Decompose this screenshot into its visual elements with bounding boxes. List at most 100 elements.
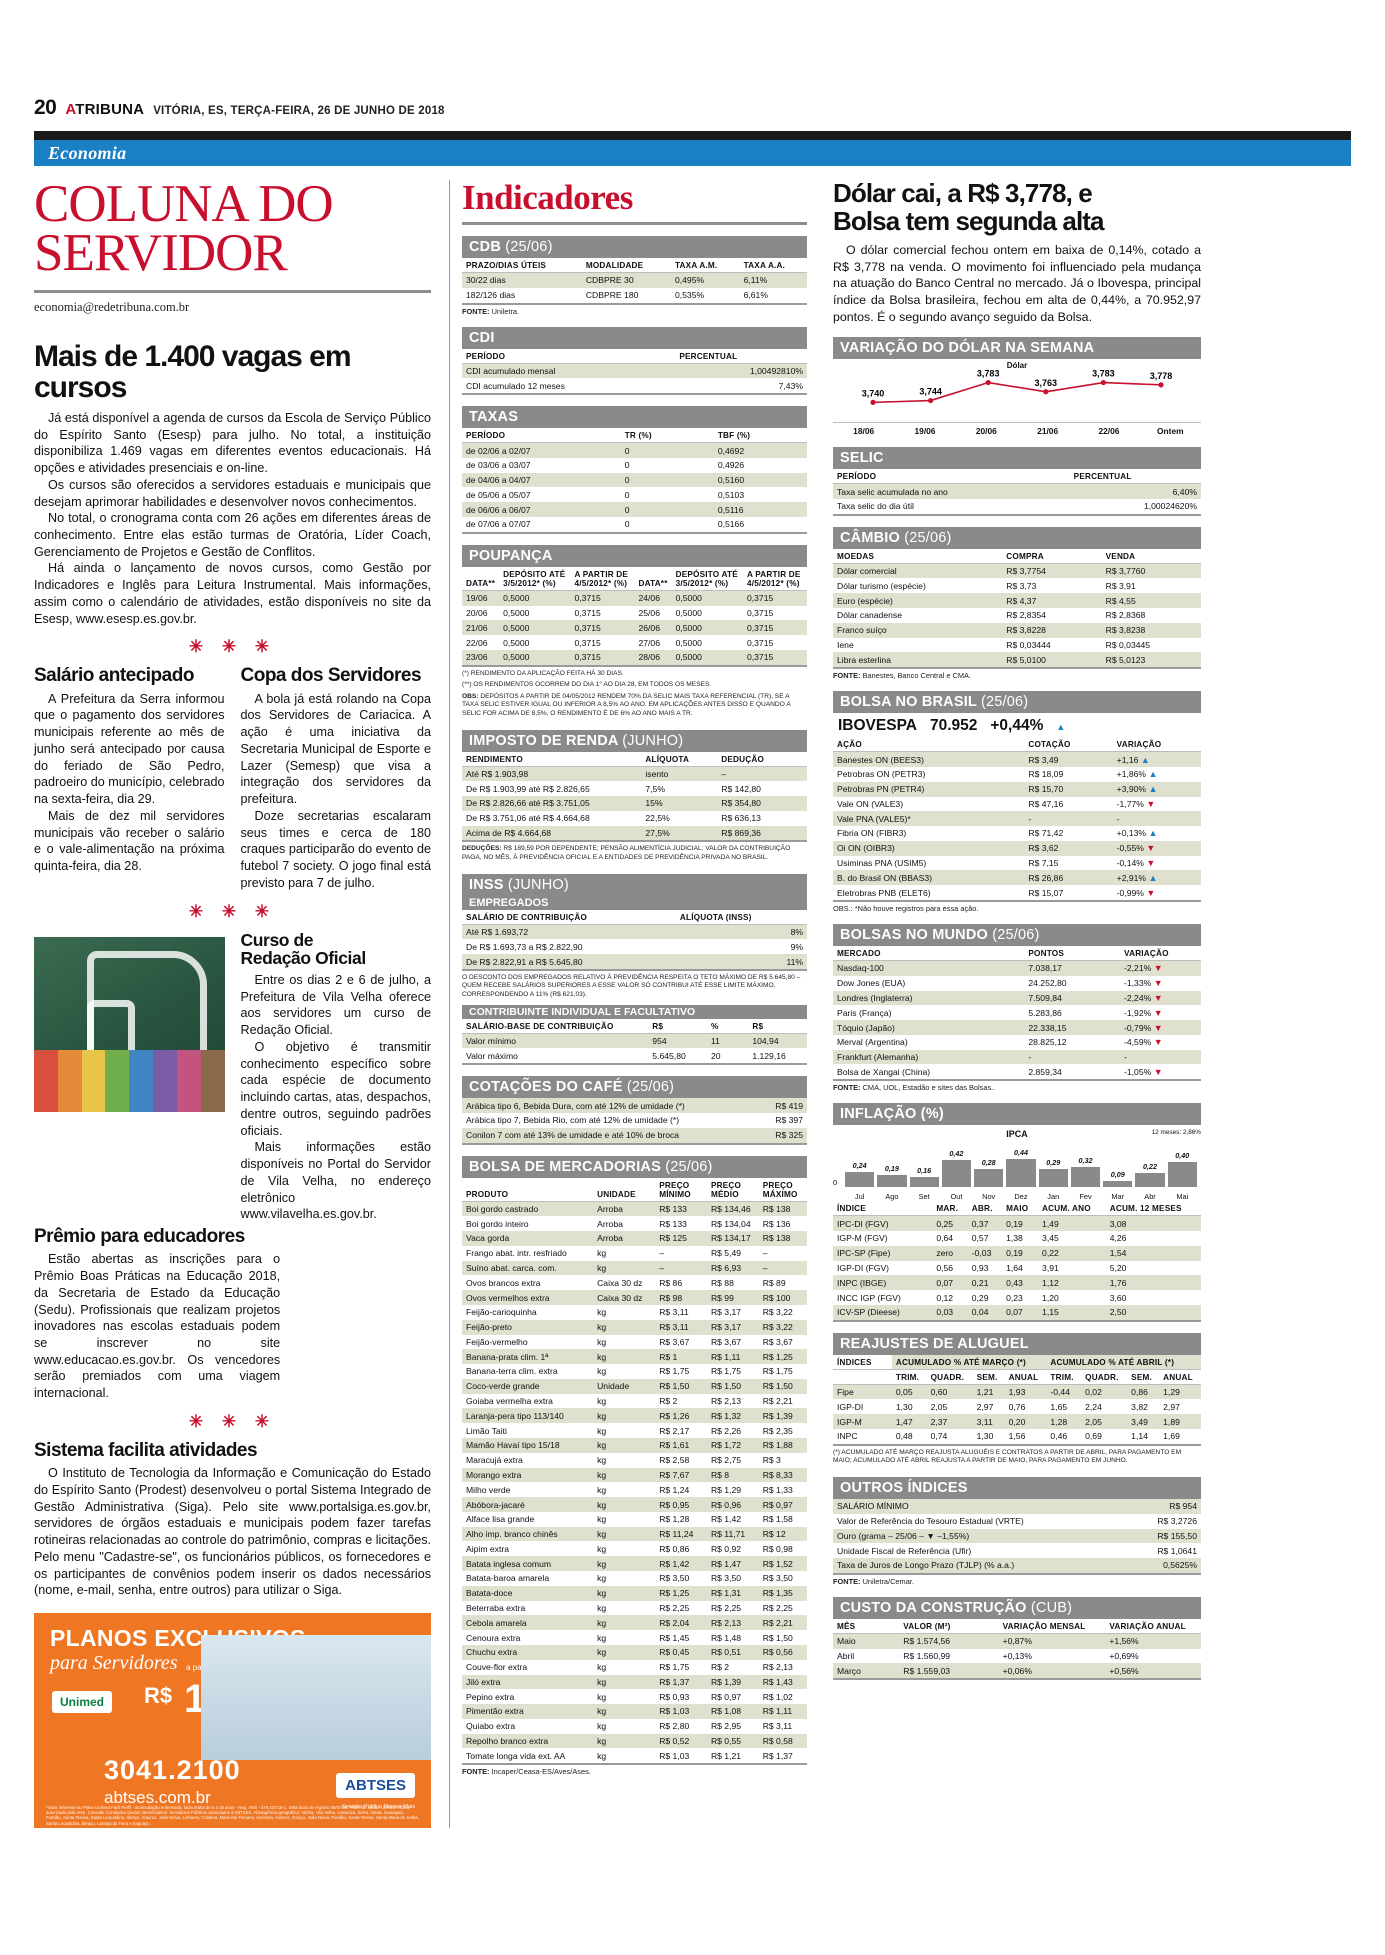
- table-row: IPC-SP (Fipe) zero -0,03 0,19 0,22 1,54: [833, 1245, 1201, 1261]
- triangle-up-icon: ▲: [1138, 754, 1150, 765]
- obs-label: OBS:: [462, 692, 479, 700]
- cell: 8%: [675, 924, 807, 940]
- cell: R$ 0,56: [758, 1644, 807, 1660]
- cell: 3,91: [1042, 1262, 1059, 1273]
- cell: 104,94: [748, 1033, 807, 1049]
- cell: R$ 4,37: [1002, 593, 1102, 609]
- table-row: De R$ 3.751,06 até R$ 4.664,68 22,5% R$ 63…: [462, 811, 807, 826]
- mercadorias-header: BOLSA DE MERCADORIAS (25/06): [462, 1155, 807, 1178]
- cell: 0: [624, 460, 630, 471]
- cell: Boi gordo castrado: [462, 1201, 594, 1217]
- cell: R$ 1,72: [706, 1438, 759, 1453]
- cell: R$ 1.559,03: [899, 1663, 999, 1681]
- cell: +0,13%: [1002, 1651, 1032, 1662]
- merc-col-4: PREÇO MÁXIMO: [758, 1177, 807, 1202]
- svg-text:3,783: 3,783: [977, 369, 1000, 379]
- dolar-x-axis: 18/06 19/06 20/06 21/06 22/06 Ontem: [833, 423, 1201, 436]
- merc-col-0: PRODUTO: [462, 1177, 594, 1202]
- cell: R$ 2,21: [758, 1615, 807, 1631]
- ad-photo: [201, 1635, 431, 1761]
- table-row: Cenoura extra kg R$ 1,45 R$ 1,48 R$ 1,50: [462, 1630, 807, 1645]
- table-row: 182/126 dias CDBPRE 180 0,535% 6,61%: [462, 287, 807, 305]
- premio-title: Prêmio para educadores: [34, 1226, 245, 1248]
- fonte-label: FONTE:: [462, 1767, 490, 1777]
- taxas-col-1: TR (%): [620, 428, 714, 444]
- advertisement[interactable]: PLANOS EXCLUSIVOS para Servidores Unimed…: [34, 1613, 431, 1829]
- taxas-col-0: PERÍODO: [462, 428, 621, 444]
- table-row: De R$ 2.826,66 até R$ 3.751,05 15% R$ 354,…: [462, 796, 807, 811]
- ibovespa-label: IBOVESPA: [838, 717, 917, 735]
- cell: IPC-DI (FGV): [833, 1215, 933, 1232]
- ipca-bar-label: 0,44: [1013, 1148, 1028, 1158]
- cell: R$ 11,24: [655, 1526, 707, 1542]
- triangle-down-icon: ▼: [1143, 887, 1156, 898]
- cell: de 05/06 a 05/07: [466, 489, 531, 500]
- cell: Aipim extra: [466, 1543, 509, 1554]
- table-row: Morango extra kg R$ 7,67 R$ 8 R$ 8,33: [462, 1467, 807, 1483]
- cell: 0,5000: [671, 620, 743, 636]
- ir-col-0: RENDIMENTO: [462, 751, 642, 767]
- cell: Alho imp. branco chinês: [462, 1526, 594, 1542]
- cell: R$ 2: [659, 1396, 678, 1407]
- cell: R$ 1,37: [655, 1674, 707, 1690]
- inflacao-header: INFLAÇÃO (%): [833, 1103, 1201, 1126]
- table-row: Euro (espécie) R$ 4,37 R$ 4,55: [833, 593, 1201, 609]
- cell: R$ 133: [659, 1218, 687, 1229]
- cell: R$ 18,09: [1028, 769, 1064, 780]
- dolar-chart-plot: Dólar 3,740 3,744 3,783 3,763 3,783 3,778: [833, 359, 1201, 424]
- edition-date: VITÓRIA, ES, TERÇA-FEIRA, 26 DE JUNHO DE…: [153, 105, 445, 117]
- table-row: Limão Taiti kg R$ 2,17 R$ 2,26 R$ 2,35: [462, 1423, 807, 1438]
- cdi-col-1: PERCENTUAL: [675, 348, 807, 364]
- cell: Pepino extra: [466, 1691, 515, 1702]
- article-photo: [34, 936, 225, 1112]
- redacao-p3: Mais informações estão disponíveis no Po…: [240, 1140, 432, 1222]
- cell: 1,29: [1159, 1384, 1201, 1400]
- table-row: Banana-terra clim. extra kg R$ 1,75 R$ 1,75…: [462, 1364, 807, 1379]
- ipca-x-tick: Fev: [1079, 1192, 1092, 1202]
- cell: 1,69: [1159, 1429, 1201, 1446]
- bolsas-mundo-fonte: FONTE: CMA, UOL, Estadão e sites das Bol…: [833, 1083, 1201, 1092]
- cell: 0: [620, 517, 714, 534]
- cell: 27/06: [638, 637, 660, 648]
- cell: 0,86: [1127, 1384, 1160, 1400]
- coluna-title: COLUNA DO SERVIDOR: [34, 178, 431, 279]
- cell: Valor mínimo: [462, 1033, 649, 1049]
- cell: R$ 71,42: [1028, 828, 1064, 839]
- cell: kg: [597, 1455, 607, 1466]
- cell: 9%: [790, 941, 803, 952]
- cell: 1,38: [1006, 1233, 1023, 1244]
- photo-wrap: [34, 931, 225, 1223]
- cell: ICV-SP (Dieese): [833, 1304, 933, 1322]
- cell: Franco suíço: [833, 622, 1003, 638]
- cell: +2,91% ▲: [1112, 870, 1201, 886]
- ad-phone[interactable]: 3041.2100: [104, 1755, 241, 1786]
- cell: R$ 1,45: [659, 1632, 690, 1643]
- cell: R$ 11,71: [706, 1526, 759, 1542]
- cell: Arroba: [593, 1231, 656, 1246]
- cell: 5.645,80: [648, 1048, 707, 1066]
- table-row: 21/06 0,5000 0,3715 26/06 0,5000 0,3715: [462, 620, 807, 636]
- table-row: De R$ 2.822,91 a R$ 5.645,80 11%: [462, 954, 807, 971]
- table-row: Vale PNA (VALE5)* - -: [833, 811, 1201, 827]
- ad-website[interactable]: abtses.com.br: [104, 1788, 211, 1808]
- ir-table: RENDIMENTO ALÍQUOTA DEDUÇÃO Até R$ 1.903…: [462, 751, 807, 843]
- ipca-bar-label: 0,28: [981, 1158, 996, 1168]
- cell: Tóquio (Japão): [833, 1020, 1025, 1035]
- cell: 0,4926: [717, 460, 745, 471]
- abtses-logo: ABTSES: [336, 1773, 415, 1799]
- alug-col-0: ÍNDICES: [833, 1354, 892, 1370]
- indicadores-rule: [462, 222, 807, 225]
- cdb-col-0: PRAZO/DIAS ÚTEIS: [462, 258, 582, 273]
- cafe-header: COTAÇÕES DO CAFÉ (25/06): [462, 1076, 807, 1099]
- table-row: Ovos brancos extra Caixa 30 dz R$ 86 R$ 88 R…: [462, 1275, 807, 1290]
- cell: R$ 397: [775, 1115, 803, 1126]
- cell: R$ 155,50: [1128, 1528, 1201, 1544]
- cell: kg: [593, 1733, 656, 1749]
- lead-headline: Mais de 1.400 vagas em cursos: [34, 339, 352, 404]
- cell: R$ 2,26: [710, 1425, 742, 1436]
- ipca-bar: 0,22: [1135, 1162, 1165, 1188]
- cell: Caixa 30 dz: [593, 1290, 656, 1305]
- cell: kg: [597, 1336, 607, 1347]
- cell: R$ 1,33: [762, 1484, 793, 1495]
